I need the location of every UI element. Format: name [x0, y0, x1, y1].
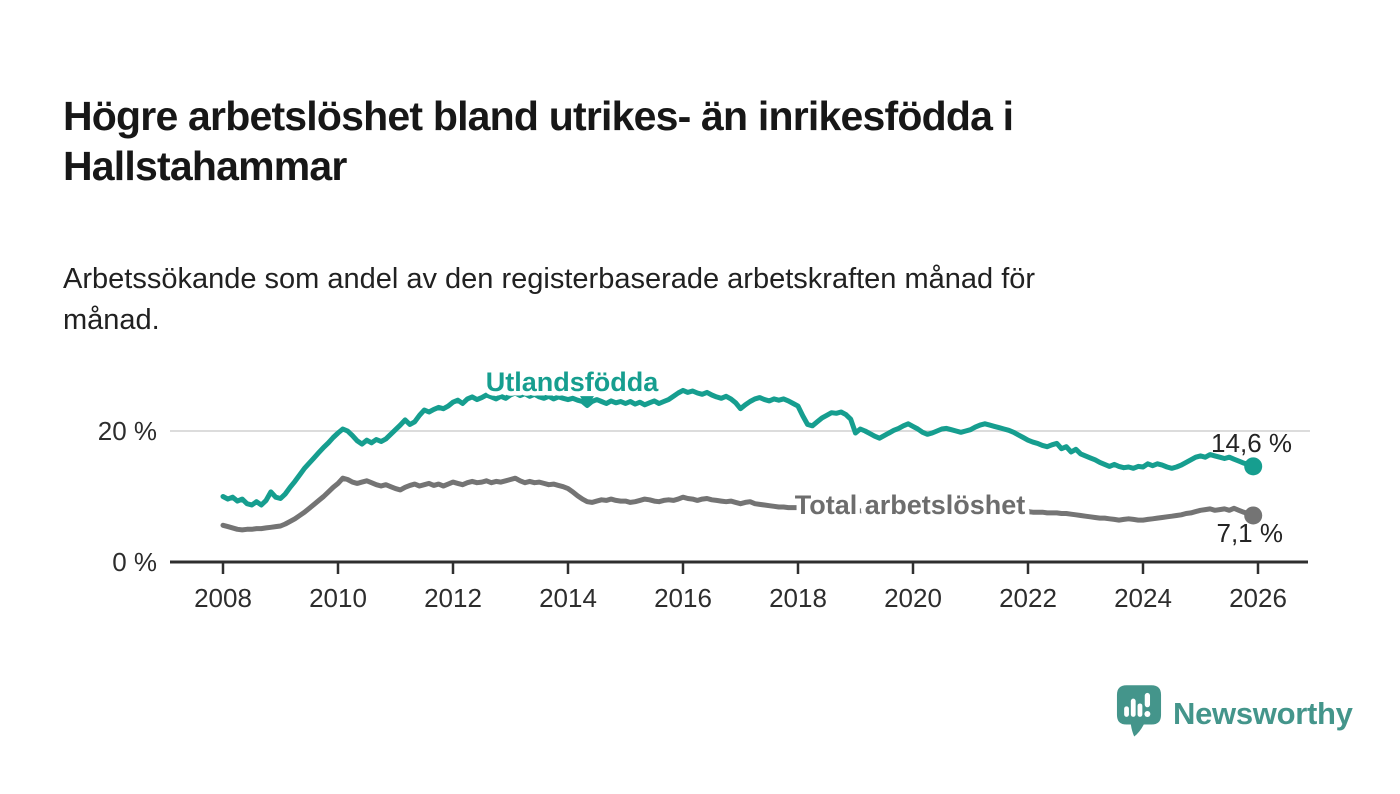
end-dot-total: [1244, 506, 1263, 525]
subtitle-line-1: Arbetssökande som andel av den registerb…: [63, 263, 1036, 295]
x-tick-label-2008: 2008: [194, 583, 252, 613]
series-line-total: [220, 475, 1256, 533]
bar-3: [1137, 703, 1143, 717]
subtitle-line-2: månad.: [63, 304, 160, 336]
x-tick-label-2010: 2010: [309, 583, 367, 613]
bar-2: [1130, 698, 1136, 717]
x-tick-label-2022: 2022: [999, 583, 1057, 613]
y-tick-label-0: 0 %: [112, 547, 157, 577]
series-label-utlandsfodda: Utlandsfödda: [486, 367, 659, 397]
x-tick-label-2020: 2020: [884, 583, 942, 613]
x-tick-label-2016: 2016: [654, 583, 712, 613]
title-line-1: Högre arbetslöshet bland utrikes- än inr…: [63, 93, 1014, 140]
series-line-utlandsfodda: [220, 387, 1256, 508]
title-line-2: Hallstahammar: [63, 143, 347, 190]
line-chart: 20 % 0 % 2008 2010 2012 2014 2016 2018 2020 2022 2…: [98, 363, 1310, 613]
chart-subtitle: Arbetssökande som andel av den registerb…: [63, 259, 1323, 341]
exclamation-dot: [1144, 711, 1151, 717]
end-value-label-utlandsfodda: 14,6 %: [1211, 428, 1292, 458]
chart-title: Högre arbetslöshet bland utrikes- än inr…: [63, 91, 1323, 191]
x-tick-label-2018: 2018: [769, 583, 827, 613]
annotation-marker-0: [579, 396, 594, 408]
newsworthy-wordmark: Newsworthy: [1173, 696, 1353, 731]
series-label-total: Total arbetslöshet: [795, 490, 1026, 520]
newsworthy-bubble-chart-icon: [1116, 685, 1162, 737]
x-tick-label-2014: 2014: [539, 583, 597, 613]
x-tick-label-2012: 2012: [424, 583, 482, 613]
end-dot-utlandsfodda: [1244, 457, 1263, 476]
x-tick-label-2024: 2024: [1114, 583, 1172, 613]
y-tick-label-20: 20 %: [98, 416, 157, 446]
newsworthy-logo: Newsworthy: [1116, 682, 1353, 746]
end-value-label-total: 7,1 %: [1217, 518, 1284, 548]
bar-1: [1124, 706, 1129, 717]
x-tick-label-2026: 2026: [1229, 583, 1287, 613]
exclamation-bar: [1144, 692, 1151, 708]
